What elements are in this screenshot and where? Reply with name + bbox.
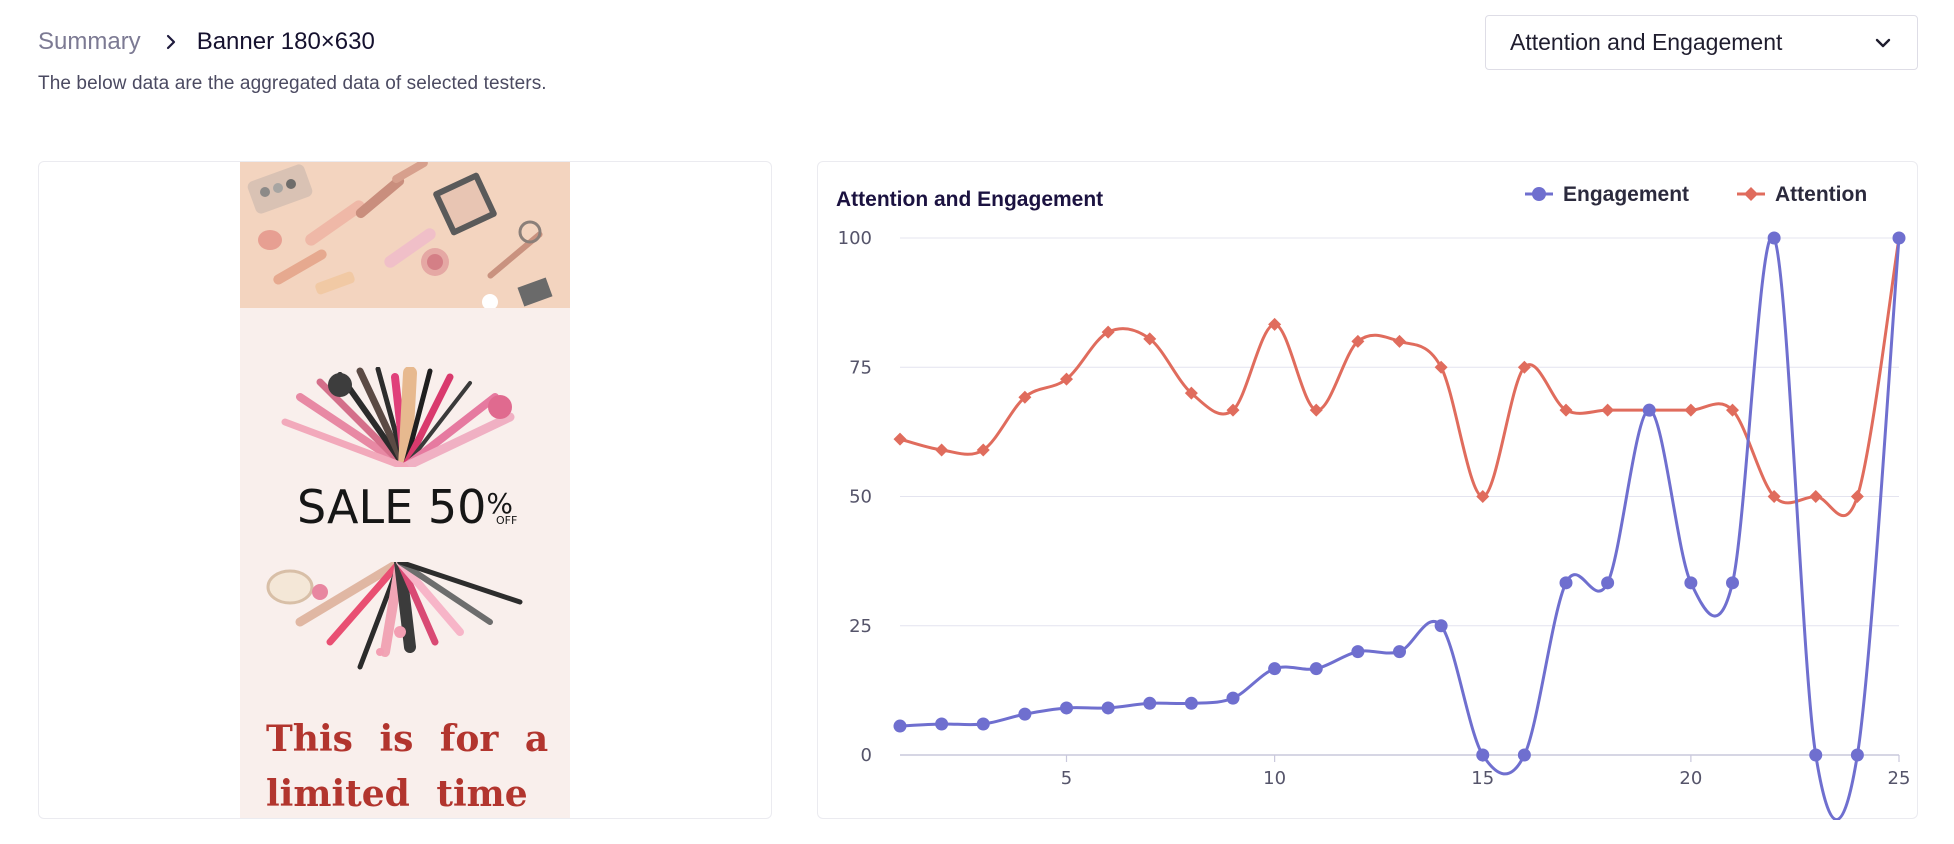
engagement-point[interactable] (1268, 662, 1282, 676)
attention-point[interactable] (1684, 403, 1698, 417)
attention-point[interactable] (1268, 317, 1282, 331)
engagement-point[interactable] (1143, 696, 1157, 710)
attention-point[interactable] (1517, 360, 1531, 374)
y-tick-label: 50 (849, 487, 872, 508)
engagement-point[interactable] (935, 717, 949, 731)
x-tick-label: 5 (1061, 768, 1072, 789)
attention-point[interactable] (1850, 490, 1864, 503)
engagement-point[interactable] (1642, 403, 1656, 417)
engagement-point[interactable] (1850, 748, 1864, 762)
attention-engagement-chart: Attention and Engagement 0 25 50 75 100 5 10 1… (836, 183, 1911, 820)
metric-select[interactable]: Attention and Engagement (1485, 15, 1918, 70)
brushes-top-image (260, 366, 550, 474)
series-attention (893, 231, 1906, 518)
engagement-point[interactable] (1809, 748, 1823, 762)
engagement-point[interactable] (1226, 691, 1240, 705)
legend-diamond-icon (1744, 187, 1758, 201)
attention-point[interactable] (1309, 403, 1323, 417)
x-tick-label: 15 (1471, 768, 1494, 789)
engagement-point[interactable] (1601, 576, 1615, 590)
engagement-line (899, 234, 1901, 820)
engagement-point[interactable] (1184, 696, 1198, 710)
attention-point[interactable] (1809, 490, 1823, 503)
banner-sale-percent: % (486, 487, 513, 520)
y-tick-label: 100 (838, 228, 872, 249)
chart-series (893, 231, 1906, 820)
engagement-point[interactable] (1060, 701, 1073, 715)
y-tick-label: 0 (861, 745, 872, 766)
banner-tagline: This is for a limited time (266, 718, 549, 815)
attention-point[interactable] (976, 443, 990, 457)
series-engagement (893, 231, 1906, 820)
x-tick-label: 25 (1888, 768, 1911, 789)
chart-title: Attention and Engagement (836, 188, 1103, 211)
engagement-point[interactable] (1684, 576, 1698, 590)
attention-point[interactable] (1101, 325, 1115, 339)
legend-item-attention[interactable]: Attention (1737, 183, 1867, 206)
attention-point[interactable] (1351, 334, 1365, 348)
attention-point[interactable] (1018, 390, 1032, 404)
engagement-point[interactable] (1476, 748, 1490, 762)
attention-point[interactable] (1184, 386, 1198, 400)
x-tick-label: 10 (1263, 768, 1286, 789)
brushes-bottom-image (260, 556, 560, 672)
attention-line (899, 237, 1901, 518)
engagement-point[interactable] (1018, 707, 1032, 721)
breadcrumb: Summary Banner 180×630 (38, 26, 375, 58)
legend-label: Attention (1775, 183, 1867, 206)
engagement-point[interactable] (1517, 748, 1531, 762)
breadcrumb-current: Banner 180×630 (196, 28, 375, 55)
attention-point[interactable] (1601, 403, 1615, 417)
chevron-right-icon (165, 34, 177, 50)
metric-select-value: Attention and Engagement (1510, 29, 1783, 55)
attention-point[interactable] (1726, 403, 1739, 417)
attention-point[interactable] (1767, 490, 1781, 503)
engagement-point[interactable] (1559, 576, 1573, 590)
banner-sale-number: SALE 50 (297, 480, 487, 534)
attention-point[interactable] (1226, 403, 1240, 417)
attention-point[interactable] (1434, 360, 1448, 374)
y-tick-label: 25 (849, 616, 872, 637)
breadcrumb-summary-link[interactable]: Summary (38, 28, 141, 55)
attention-point[interactable] (1060, 372, 1073, 386)
cosmetics-flatlay-image (240, 162, 570, 308)
banner-sale-text: SALE 50% (240, 480, 570, 534)
banner-preview-card: SALE 50% OFF (38, 161, 772, 819)
attention-point[interactable] (1476, 490, 1490, 503)
engagement-point[interactable] (1393, 645, 1406, 659)
legend-circle-icon (1532, 187, 1546, 201)
engagement-point[interactable] (1434, 619, 1448, 633)
engagement-point[interactable] (1101, 701, 1115, 715)
x-tick-label: 20 (1679, 768, 1702, 789)
engagement-point[interactable] (1351, 645, 1365, 659)
engagement-point[interactable] (976, 717, 990, 731)
legend-label: Engagement (1563, 183, 1689, 206)
attention-point[interactable] (1559, 403, 1573, 417)
banner-image: SALE 50% OFF (240, 162, 570, 818)
chart-grid (900, 237, 1899, 756)
attention-point[interactable] (1393, 334, 1406, 348)
y-tick-label: 75 (849, 357, 872, 378)
chart-x-axis: 5 10 15 20 25 (1061, 755, 1911, 789)
legend-item-engagement[interactable]: Engagement (1525, 183, 1689, 206)
chart-y-axis: 0 25 50 75 100 (838, 228, 872, 766)
engagement-point[interactable] (893, 719, 907, 733)
attention-point[interactable] (935, 443, 949, 457)
chart-legend[interactable]: Engagement Attention (1525, 183, 1867, 206)
engagement-point[interactable] (1892, 231, 1906, 245)
page-subtitle: The below data are the aggregated data o… (38, 73, 547, 94)
engagement-point[interactable] (1767, 231, 1781, 245)
chevron-down-icon (1875, 38, 1891, 48)
engagement-point[interactable] (1726, 576, 1739, 590)
banner-off-text: OFF (496, 514, 518, 527)
attention-point[interactable] (893, 432, 907, 446)
engagement-point[interactable] (1309, 662, 1323, 676)
attention-point[interactable] (1143, 332, 1157, 346)
attention-engagement-chart-card: Attention and Engagement 0 25 50 75 100 5 10 1… (817, 161, 1918, 820)
